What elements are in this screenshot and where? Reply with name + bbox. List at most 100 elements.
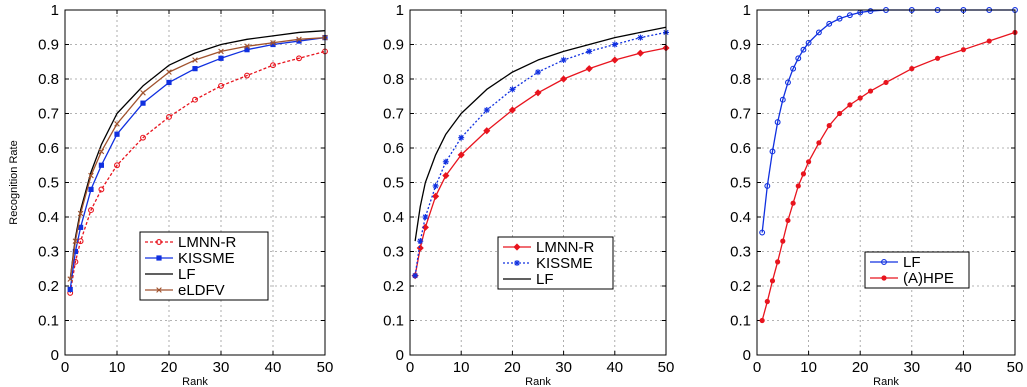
data-point [857,95,863,101]
y-tick-label: 0 [396,347,404,364]
series-line [414,31,667,276]
data-point [442,172,450,180]
data-point [764,183,771,189]
y-tick-label: 0.2 [38,278,59,295]
data-point [764,298,770,305]
data-point [759,317,765,324]
legend: LF(A)HPE [864,251,970,289]
data-point [867,8,874,14]
data-point [192,66,198,72]
series--a-hpe [759,29,1018,324]
data-point [218,82,224,89]
series-line [69,50,326,294]
x-tick-label: 0 [753,359,761,376]
data-point [98,186,105,193]
data-point [816,140,822,146]
data-point [795,183,801,189]
legend-label: KISSME [178,250,235,267]
y-tick-label: 1 [743,2,751,19]
data-point [88,207,94,214]
plot-frame [409,9,667,356]
data-point [585,65,593,73]
x-tick-label: 10 [453,359,470,376]
series-line [69,36,326,280]
legend-label: eLDFV [178,282,225,299]
series-line [414,47,667,276]
data-point [836,15,843,22]
data-point [795,55,802,62]
legend-label: KISSME [536,255,593,272]
data-point [166,113,172,120]
data-point [826,122,832,129]
y-tick-label: 0.8 [383,71,404,88]
data-point [883,79,889,86]
y-tick-label: 0.8 [38,71,59,88]
data-point [836,110,843,117]
x-tick-label: 50 [1007,359,1024,376]
data-point [790,65,797,72]
x-tick-label: 50 [658,359,675,376]
data-point [140,134,146,141]
data-point [244,47,250,53]
data-point [509,86,516,93]
data-point [270,62,276,69]
y-tick-label: 0.7 [730,106,751,123]
data-point [611,41,618,48]
legend-marker [881,259,887,265]
data-point [909,66,915,72]
y-tick-label: 0.3 [38,244,59,261]
data-point [800,171,807,177]
y-tick-label: 0 [743,347,751,364]
data-point [637,34,644,41]
y-tick-label: 0.1 [383,313,404,330]
legend-label: LF [903,254,921,271]
y-tick-label: 0.5 [730,175,751,192]
y-tick-label: 0.9 [730,37,751,54]
data-point [780,238,786,244]
data-point [986,38,992,44]
y-tick-label: 0.6 [730,140,751,157]
data-point [560,57,567,64]
legend-marker [513,243,521,251]
data-point [534,89,542,97]
y-tick-label: 0.1 [38,313,59,330]
data-point [98,162,104,168]
data-point [72,238,79,244]
y-tick-label: 0.2 [383,278,404,295]
x-tick-label: 20 [161,359,178,376]
data-point [785,79,791,86]
series-line [69,36,326,290]
x-axis-label: Rank [525,376,551,387]
data-point [442,158,449,165]
y-tick-label: 0.1 [730,313,751,330]
data-point [421,223,429,231]
chart-panel-3: 00.10.20.30.40.50.60.70.80.910 10 20 30 40 50… [730,2,1023,387]
legend-label: LMNN-R [536,239,594,256]
data-point [67,276,73,282]
data-point [296,55,302,62]
data-point [114,121,120,127]
series-eldfv [67,34,328,282]
legend-marker [156,287,162,293]
data-point [88,186,94,192]
y-tick-label: 1 [51,2,59,19]
data-point [88,172,94,179]
data-point [412,272,419,279]
y-tick-label: 0.6 [38,140,59,157]
legend-marker [881,275,887,281]
x-tick-label: 40 [606,359,623,376]
x-tick-label: 40 [955,359,972,376]
data-point [417,238,424,245]
data-point [826,20,833,27]
x-tick-label: 20 [852,359,869,376]
data-point [77,210,84,217]
legend-marker [156,239,162,245]
y-tick-label: 0.4 [730,209,751,226]
chart-panel-1: 00.10.20.30.40.50.60.70.80.910 10 20 30 40 50… [8,2,333,387]
data-point [805,159,812,165]
series-line [761,9,1015,233]
x-tick-label: 0 [406,359,414,376]
data-point [483,127,491,135]
x-tick-label: 20 [504,359,521,376]
